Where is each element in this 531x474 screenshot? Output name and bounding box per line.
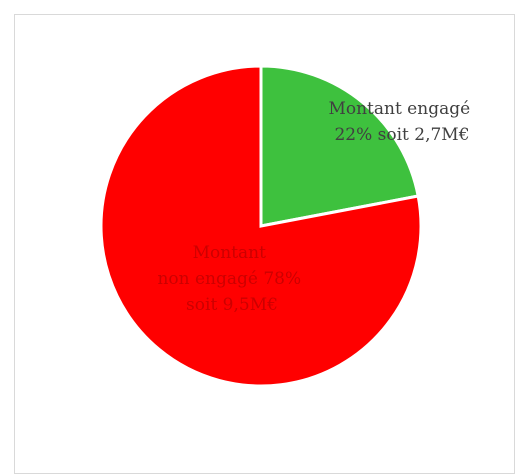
- pie-slices: [99, 64, 423, 388]
- slice-label-engaged: Montant engagé 22% soit 2,7M€: [328, 99, 475, 145]
- pie-slice-engaged: [259, 64, 420, 228]
- slice-label-not-engaged: Montant non engagé 78% soit 9,5M€: [157, 243, 306, 315]
- pie-slice-not-engaged: [99, 64, 423, 388]
- slice-label-engaged-line-1: Montant engagé: [328, 99, 470, 119]
- slice-label-engaged-line-2: 22% soit 2,7M€: [334, 125, 469, 145]
- slice-label-not-engaged-line-2: non engagé 78%: [157, 269, 301, 289]
- slice-label-not-engaged-line-1: Montant: [193, 243, 267, 263]
- pie-chart: Montant engagé 22% soit 2,7M€ Montant no…: [99, 64, 475, 388]
- slice-label-not-engaged-line-3: soit 9,5M€: [186, 295, 278, 315]
